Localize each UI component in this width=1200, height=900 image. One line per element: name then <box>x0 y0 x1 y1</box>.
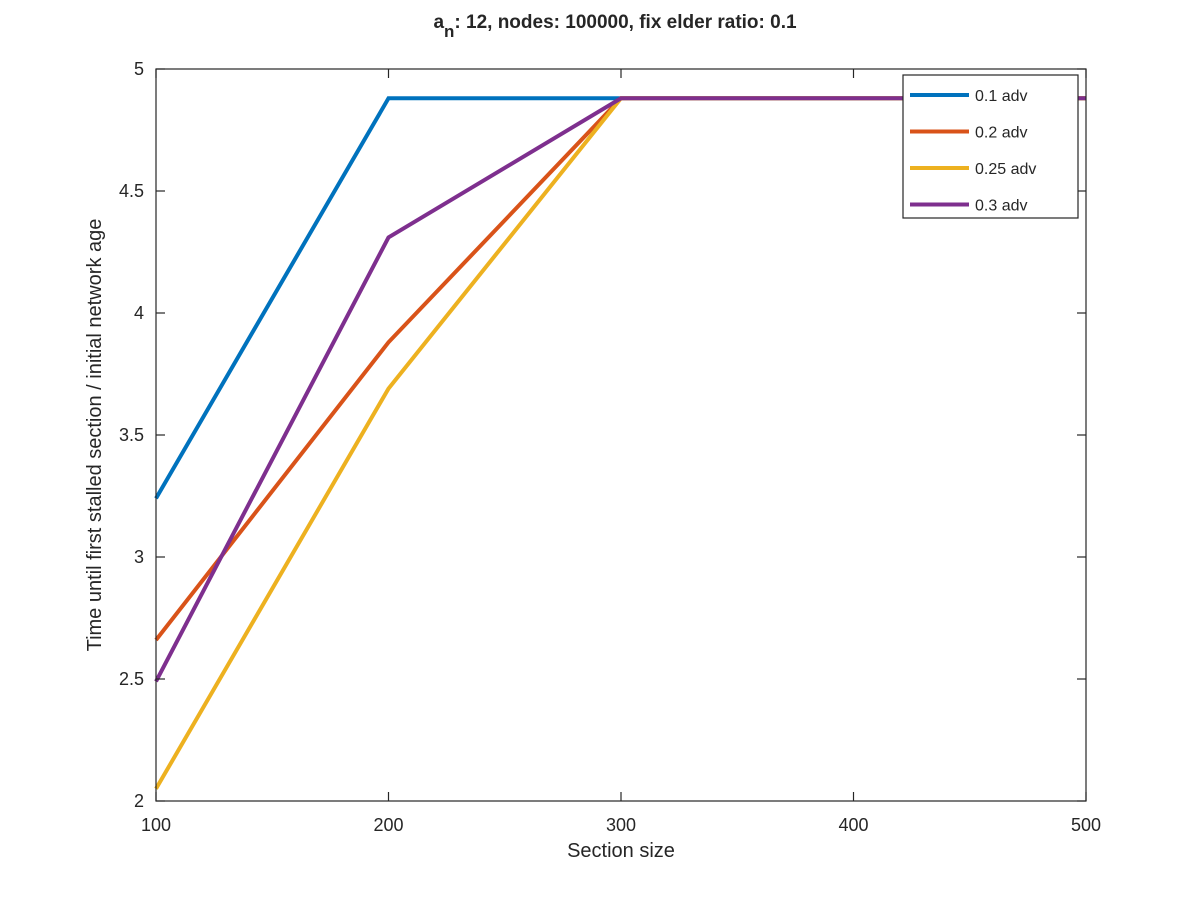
legend-label: 0.25 adv <box>975 161 1036 178</box>
legend-label: 0.3 adv <box>975 198 1027 215</box>
y-tick-label: 4 <box>134 303 144 323</box>
chart-title-rest: : 12, nodes: 100000, fix elder ratio: 0.… <box>454 12 797 33</box>
x-tick-label: 200 <box>373 815 403 835</box>
y-tick-label: 5 <box>134 59 144 79</box>
legend: 0.1 adv 0.2 adv 0.25 adv 0.3 adv <box>902 74 1079 219</box>
axis-layer: 100 200 300 400 500 2 2.5 3 3.5 4 4.5 5 <box>119 59 1101 835</box>
y-tick-label: 2.5 <box>119 669 144 689</box>
y-axis-label: Time until first stalled section / initi… <box>84 219 106 652</box>
x-tick-label: 400 <box>838 815 868 835</box>
x-tick-label: 300 <box>606 815 636 835</box>
legend-box <box>902 74 1079 219</box>
legend-label: 0.1 adv <box>975 88 1027 105</box>
chart-title-subscript: n <box>444 22 454 41</box>
x-tick-label: 100 <box>141 815 171 835</box>
chart-title-base: a <box>433 12 444 33</box>
chart-title: an: 12, nodes: 100000, fix elder ratio: … <box>433 12 797 41</box>
y-tick-label: 2 <box>134 791 144 811</box>
x-tick-label: 500 <box>1071 815 1101 835</box>
y-tick-label: 4.5 <box>119 181 144 201</box>
x-axis-label: Section size <box>567 840 675 862</box>
legend-label: 0.2 adv <box>975 125 1027 142</box>
y-tick-label: 3 <box>134 547 144 567</box>
y-tick-label: 3.5 <box>119 425 144 445</box>
